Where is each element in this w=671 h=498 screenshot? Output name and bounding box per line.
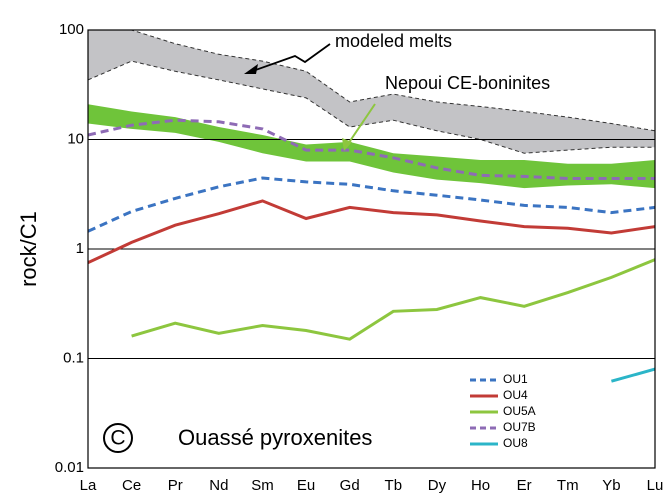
lines: [88, 118, 655, 383]
x-tick-label: Eu: [297, 477, 315, 494]
y-tick-label: 1: [76, 240, 84, 257]
x-tick-label: Er: [517, 477, 532, 494]
band-area: [88, 104, 655, 189]
annotation: Ouassé pyroxenites: [178, 425, 372, 450]
x-tick-label: Tm: [557, 477, 579, 494]
series-line: [610, 367, 655, 383]
y-tick-label: 0.01: [55, 459, 84, 476]
x-tick-label: Sm: [251, 477, 274, 494]
bands: [88, 30, 655, 189]
arrow: [249, 43, 331, 73]
legend-label: OU7B: [503, 420, 536, 434]
band-label: Nepoui CE-boninites: [385, 73, 550, 93]
panel-circle: [103, 423, 133, 453]
x-tick-label: Nd: [209, 477, 228, 494]
legend: OU1 OU4 OU5A OU7B OU8: [470, 372, 536, 450]
x-tick-label: Lu: [647, 477, 664, 494]
y-tick-label: 0.1: [63, 349, 84, 366]
plot-frame: [87, 29, 656, 469]
band-label: modeled melts: [335, 31, 452, 51]
arrow: [347, 103, 376, 145]
band-edge: [88, 60, 655, 154]
legend-label: OU1: [503, 372, 528, 386]
x-tick-label: Dy: [428, 477, 447, 494]
legend-label: OU5A: [503, 404, 536, 418]
x-tick-label: Yb: [602, 477, 620, 494]
series-line: [88, 118, 655, 180]
arrowhead: [342, 138, 352, 151]
series-line: [88, 199, 655, 265]
x-tick-label: Tb: [385, 477, 403, 494]
y-tick-label: 10: [67, 130, 84, 147]
x-tick-label: La: [80, 477, 97, 494]
legend-label: OU4: [503, 388, 528, 402]
x-tick-label: Ce: [122, 477, 141, 494]
band-area: [88, 30, 655, 154]
grid: [88, 29, 655, 469]
y-tick-label: 100: [59, 21, 84, 38]
panel-label: C: [110, 427, 125, 450]
series-line: [88, 176, 655, 233]
x-tick-label: Pr: [168, 477, 183, 494]
x-tick-label: Gd: [340, 477, 360, 494]
series-line: [131, 258, 655, 341]
x-tick-label: Ho: [471, 477, 490, 494]
arrowhead: [244, 64, 258, 74]
y-axis-label: rock/C1: [16, 211, 41, 287]
legend-label: OU8: [503, 436, 528, 450]
